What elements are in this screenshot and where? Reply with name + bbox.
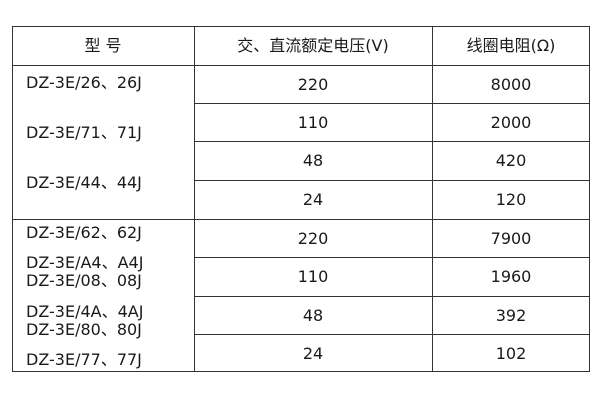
row-divider	[194, 296, 590, 297]
resistance-cell: 102	[495, 344, 527, 363]
header-resistance: 线圈电阻(Ω)	[466, 36, 556, 55]
model-label: DZ-3E/62、62J	[26, 223, 142, 242]
resistance-cell: 392	[495, 306, 527, 325]
model-label: DZ-3E/26、26J	[26, 73, 142, 92]
resistance-cell: 8000	[490, 75, 532, 94]
voltage-cell: 48	[302, 306, 324, 325]
model-label: DZ-3E/71、71J	[26, 123, 142, 142]
voltage-cell: 48	[302, 151, 324, 170]
row-divider	[194, 257, 590, 258]
voltage-cell: 24	[302, 344, 324, 363]
header-model: 型 号	[84, 36, 122, 55]
group-divider	[12, 219, 590, 220]
model-label: DZ-3E/A4、A4J	[26, 253, 144, 272]
voltage-cell: 220	[297, 229, 329, 248]
row-divider	[194, 334, 590, 335]
resistance-cell: 120	[495, 190, 527, 209]
header-voltage: 交、直流额定电压(V)	[237, 36, 389, 55]
row-divider	[194, 103, 590, 104]
model-label: DZ-3E/44、44J	[26, 173, 142, 192]
column-divider	[432, 26, 433, 372]
resistance-cell: 7900	[490, 229, 532, 248]
voltage-cell: 24	[302, 190, 324, 209]
model-label: DZ-3E/08、08J	[26, 271, 142, 290]
row-divider	[194, 180, 590, 181]
model-label: DZ-3E/4A、4AJ	[26, 302, 144, 321]
row-divider	[194, 141, 590, 142]
resistance-cell: 1960	[490, 267, 532, 286]
header-divider	[12, 65, 590, 66]
voltage-cell: 220	[297, 75, 329, 94]
model-label: DZ-3E/80、80J	[26, 320, 142, 339]
voltage-cell: 110	[297, 113, 329, 132]
resistance-cell: 2000	[490, 113, 532, 132]
resistance-cell: 420	[495, 151, 527, 170]
voltage-cell: 110	[297, 267, 329, 286]
model-label: DZ-3E/77、77J	[26, 350, 142, 369]
column-divider	[194, 26, 195, 372]
spec-table	[12, 26, 590, 372]
